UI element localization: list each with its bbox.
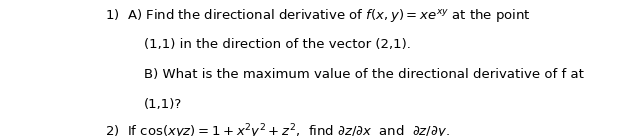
Text: B) What is the maximum value of the directional derivative of f at: B) What is the maximum value of the dire…: [144, 68, 583, 81]
Text: (1,1) in the direction of the vector (2,1).: (1,1) in the direction of the vector (2,…: [144, 38, 410, 51]
Text: (1,1)?: (1,1)?: [144, 98, 182, 111]
Text: 2)  If $\cos(xyz) = 1 + x^2y^2 + z^2$,  find $\partial z/\partial x$  and  $\par: 2) If $\cos(xyz) = 1 + x^2y^2 + z^2$, fi…: [105, 122, 450, 136]
Text: 1)  A) Find the directional derivative of $f(x, y) = xe^{xy}$ at the point: 1) A) Find the directional derivative of…: [105, 7, 531, 24]
